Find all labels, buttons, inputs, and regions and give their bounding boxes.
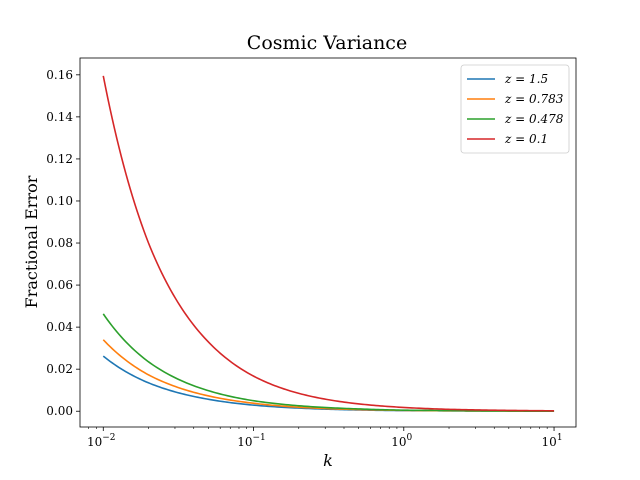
y-tick-label-2: 0.04 (46, 320, 73, 334)
x-axis-ticks: 10−2 10−1 100 101 (87, 427, 563, 449)
legend-box (460, 64, 570, 154)
x-tick-label-0: 10−2 (87, 433, 116, 449)
series-line-3 (102, 75, 555, 412)
y-tick-label-6: 0.12 (46, 152, 73, 166)
y-tick-label-7: 0.14 (46, 110, 73, 124)
y-tick-label-5: 0.10 (46, 194, 73, 208)
legend-entry-1: z = 0.783 (504, 92, 564, 106)
legend-entry-2: z = 0.478 (504, 112, 564, 126)
legend-entry-3: z = 0.1 (504, 132, 548, 146)
legend: z = 1.5 z = 0.783 z = 0.478 z = 0.1 (460, 64, 570, 154)
y-tick-label-0: 0.00 (46, 404, 73, 418)
x-axis-label: k (323, 451, 333, 470)
x-tick-label-1: 10−1 (237, 433, 266, 449)
series-layer (102, 75, 555, 413)
x-tick-label-2: 100 (391, 433, 412, 449)
y-tick-label-8: 0.16 (46, 68, 73, 82)
chart-title: Cosmic Variance (247, 32, 407, 54)
y-axis-ticks: 0.00 0.02 0.04 0.06 0.08 0.10 0.12 0.14 0.16 (46, 68, 80, 418)
y-tick-label-4: 0.08 (46, 236, 73, 250)
plot-area (79, 57, 577, 428)
y-axis-label: Fractional Error (22, 175, 41, 308)
series-line-2 (102, 313, 555, 413)
legend-entry-0: z = 1.5 (504, 72, 548, 86)
y-tick-label-3: 0.06 (46, 278, 73, 292)
x-tick-label-3: 101 (542, 433, 563, 449)
y-tick-label-1: 0.02 (46, 362, 73, 376)
